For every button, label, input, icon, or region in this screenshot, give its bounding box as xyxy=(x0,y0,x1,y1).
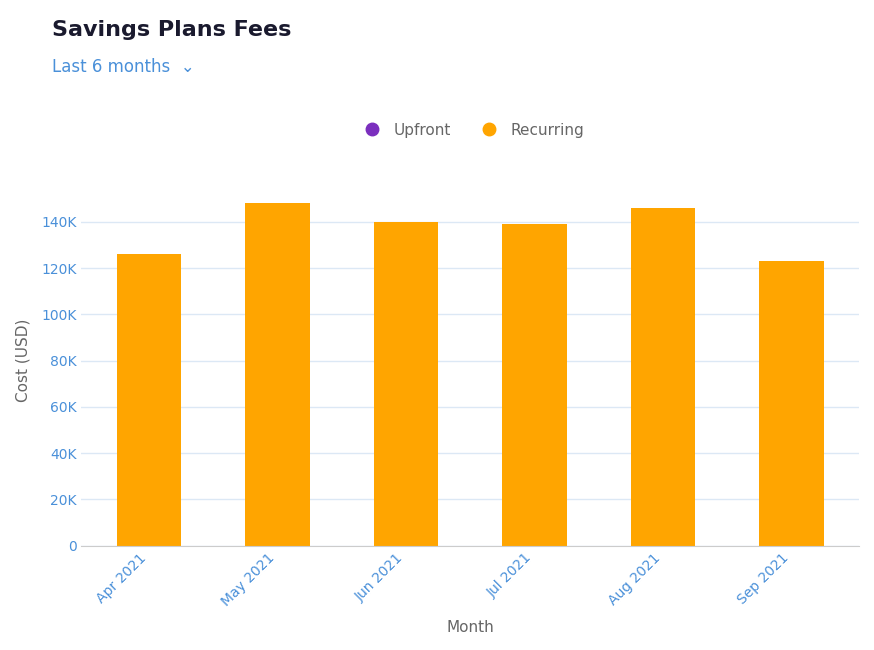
Bar xyxy=(503,224,566,546)
Bar xyxy=(246,203,309,546)
Bar xyxy=(631,208,695,546)
Y-axis label: Cost (USD): Cost (USD) xyxy=(15,319,30,402)
Legend: Upfront, Recurring: Upfront, Recurring xyxy=(350,116,590,144)
X-axis label: Month: Month xyxy=(447,620,494,635)
Text: Last 6 months  ⌄: Last 6 months ⌄ xyxy=(52,58,195,77)
Bar xyxy=(374,222,438,546)
Bar xyxy=(760,261,823,546)
Text: Savings Plans Fees: Savings Plans Fees xyxy=(52,20,292,40)
Bar xyxy=(117,254,181,546)
